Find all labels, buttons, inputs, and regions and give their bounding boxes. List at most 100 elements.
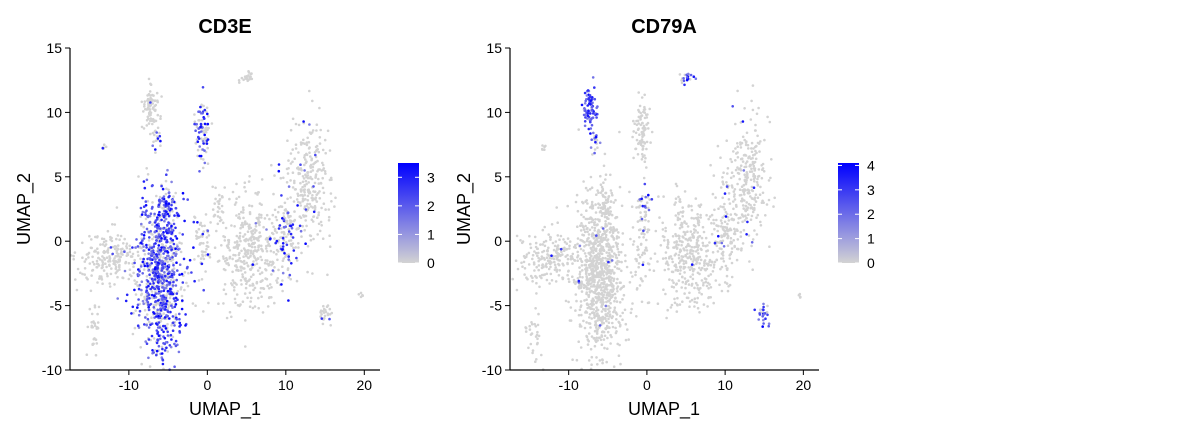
cell-point <box>166 212 170 216</box>
cell-point <box>533 250 536 253</box>
cell-point <box>172 271 176 274</box>
cell-point <box>165 187 168 190</box>
cell-point <box>138 309 142 313</box>
cell-point <box>200 103 203 107</box>
cell-point <box>150 246 154 250</box>
cell-point <box>264 268 267 271</box>
cell-point <box>675 310 679 313</box>
cell-point <box>148 243 151 247</box>
cell-point <box>596 312 599 315</box>
cell-point <box>148 114 151 117</box>
cell-point <box>646 230 649 234</box>
cell-point <box>273 237 276 240</box>
cell-point <box>239 266 243 269</box>
cell-point <box>156 308 159 312</box>
cell-point <box>684 286 687 290</box>
cell-point <box>581 233 584 237</box>
cell-point <box>700 266 704 270</box>
cell-point <box>681 235 684 238</box>
cell-point <box>607 326 611 329</box>
cell-point <box>242 267 245 270</box>
cell-point <box>705 262 709 266</box>
cell-point <box>678 234 681 238</box>
cell-point <box>587 251 590 255</box>
cell-point <box>206 241 209 244</box>
cell-point <box>167 188 170 192</box>
cell-point <box>145 297 149 301</box>
cell-point <box>309 175 312 179</box>
cell-point <box>158 216 161 219</box>
cell-point <box>585 282 589 285</box>
cell-point <box>624 338 628 342</box>
cell-point <box>537 268 540 272</box>
cell-point <box>726 172 729 175</box>
cell-point <box>157 314 160 318</box>
cell-point <box>289 220 293 224</box>
cell-point <box>603 291 607 294</box>
cell-point <box>673 203 676 206</box>
cell-point <box>529 274 533 278</box>
cell-point <box>132 271 135 275</box>
cell-point <box>223 235 227 239</box>
cell-point <box>607 308 610 311</box>
cell-point <box>720 221 724 225</box>
cell-point <box>647 301 651 304</box>
cell-point <box>609 275 612 279</box>
cell-point <box>551 241 555 245</box>
cell-point <box>724 232 727 235</box>
x-tick-label: 0 <box>643 377 651 393</box>
cell-point <box>590 355 594 359</box>
cell-point <box>642 144 645 148</box>
cell-point <box>772 205 775 208</box>
cell-point <box>250 72 253 75</box>
cell-point <box>115 237 118 241</box>
cell-point <box>135 238 138 241</box>
cell-point <box>279 227 283 230</box>
cell-point <box>671 260 674 264</box>
cell-point <box>610 191 613 195</box>
cell-point <box>128 250 132 254</box>
cell-point <box>705 284 709 288</box>
cell-point <box>262 287 266 291</box>
cell-point <box>684 254 687 258</box>
cell-point <box>734 159 737 162</box>
cell-point <box>148 365 152 368</box>
cell-point <box>598 359 602 362</box>
cell-point <box>638 115 641 119</box>
cell-point <box>756 196 760 199</box>
cell-point <box>683 277 687 280</box>
cell-point <box>157 199 161 202</box>
cell-point <box>637 142 640 146</box>
cell-point <box>762 170 766 173</box>
cell-point <box>641 132 644 135</box>
cell-point <box>740 247 743 250</box>
cell-point <box>754 193 758 196</box>
cell-point <box>254 225 258 228</box>
cell-point <box>681 275 684 279</box>
cell-point <box>168 287 172 291</box>
cell-point <box>170 304 173 308</box>
cell-point <box>133 326 137 330</box>
cell-point <box>123 237 126 241</box>
cell-point <box>716 229 719 233</box>
cell-point <box>231 257 234 261</box>
cell-point <box>540 353 543 357</box>
cell-point <box>603 215 607 219</box>
cell-point <box>303 228 307 232</box>
cell-point <box>228 310 232 314</box>
cell-point <box>556 247 560 251</box>
cell-point <box>137 254 140 257</box>
cell-point <box>666 308 669 312</box>
cell-point <box>305 153 309 157</box>
cell-point <box>289 232 293 236</box>
cell-point <box>591 112 595 115</box>
cell-point <box>138 283 142 287</box>
cell-point <box>261 249 265 253</box>
cell-point <box>677 212 680 216</box>
cell-point <box>589 251 593 254</box>
cell-point <box>113 257 116 260</box>
cell-point <box>599 191 603 194</box>
cell-point <box>241 275 245 279</box>
cell-point <box>145 275 149 278</box>
